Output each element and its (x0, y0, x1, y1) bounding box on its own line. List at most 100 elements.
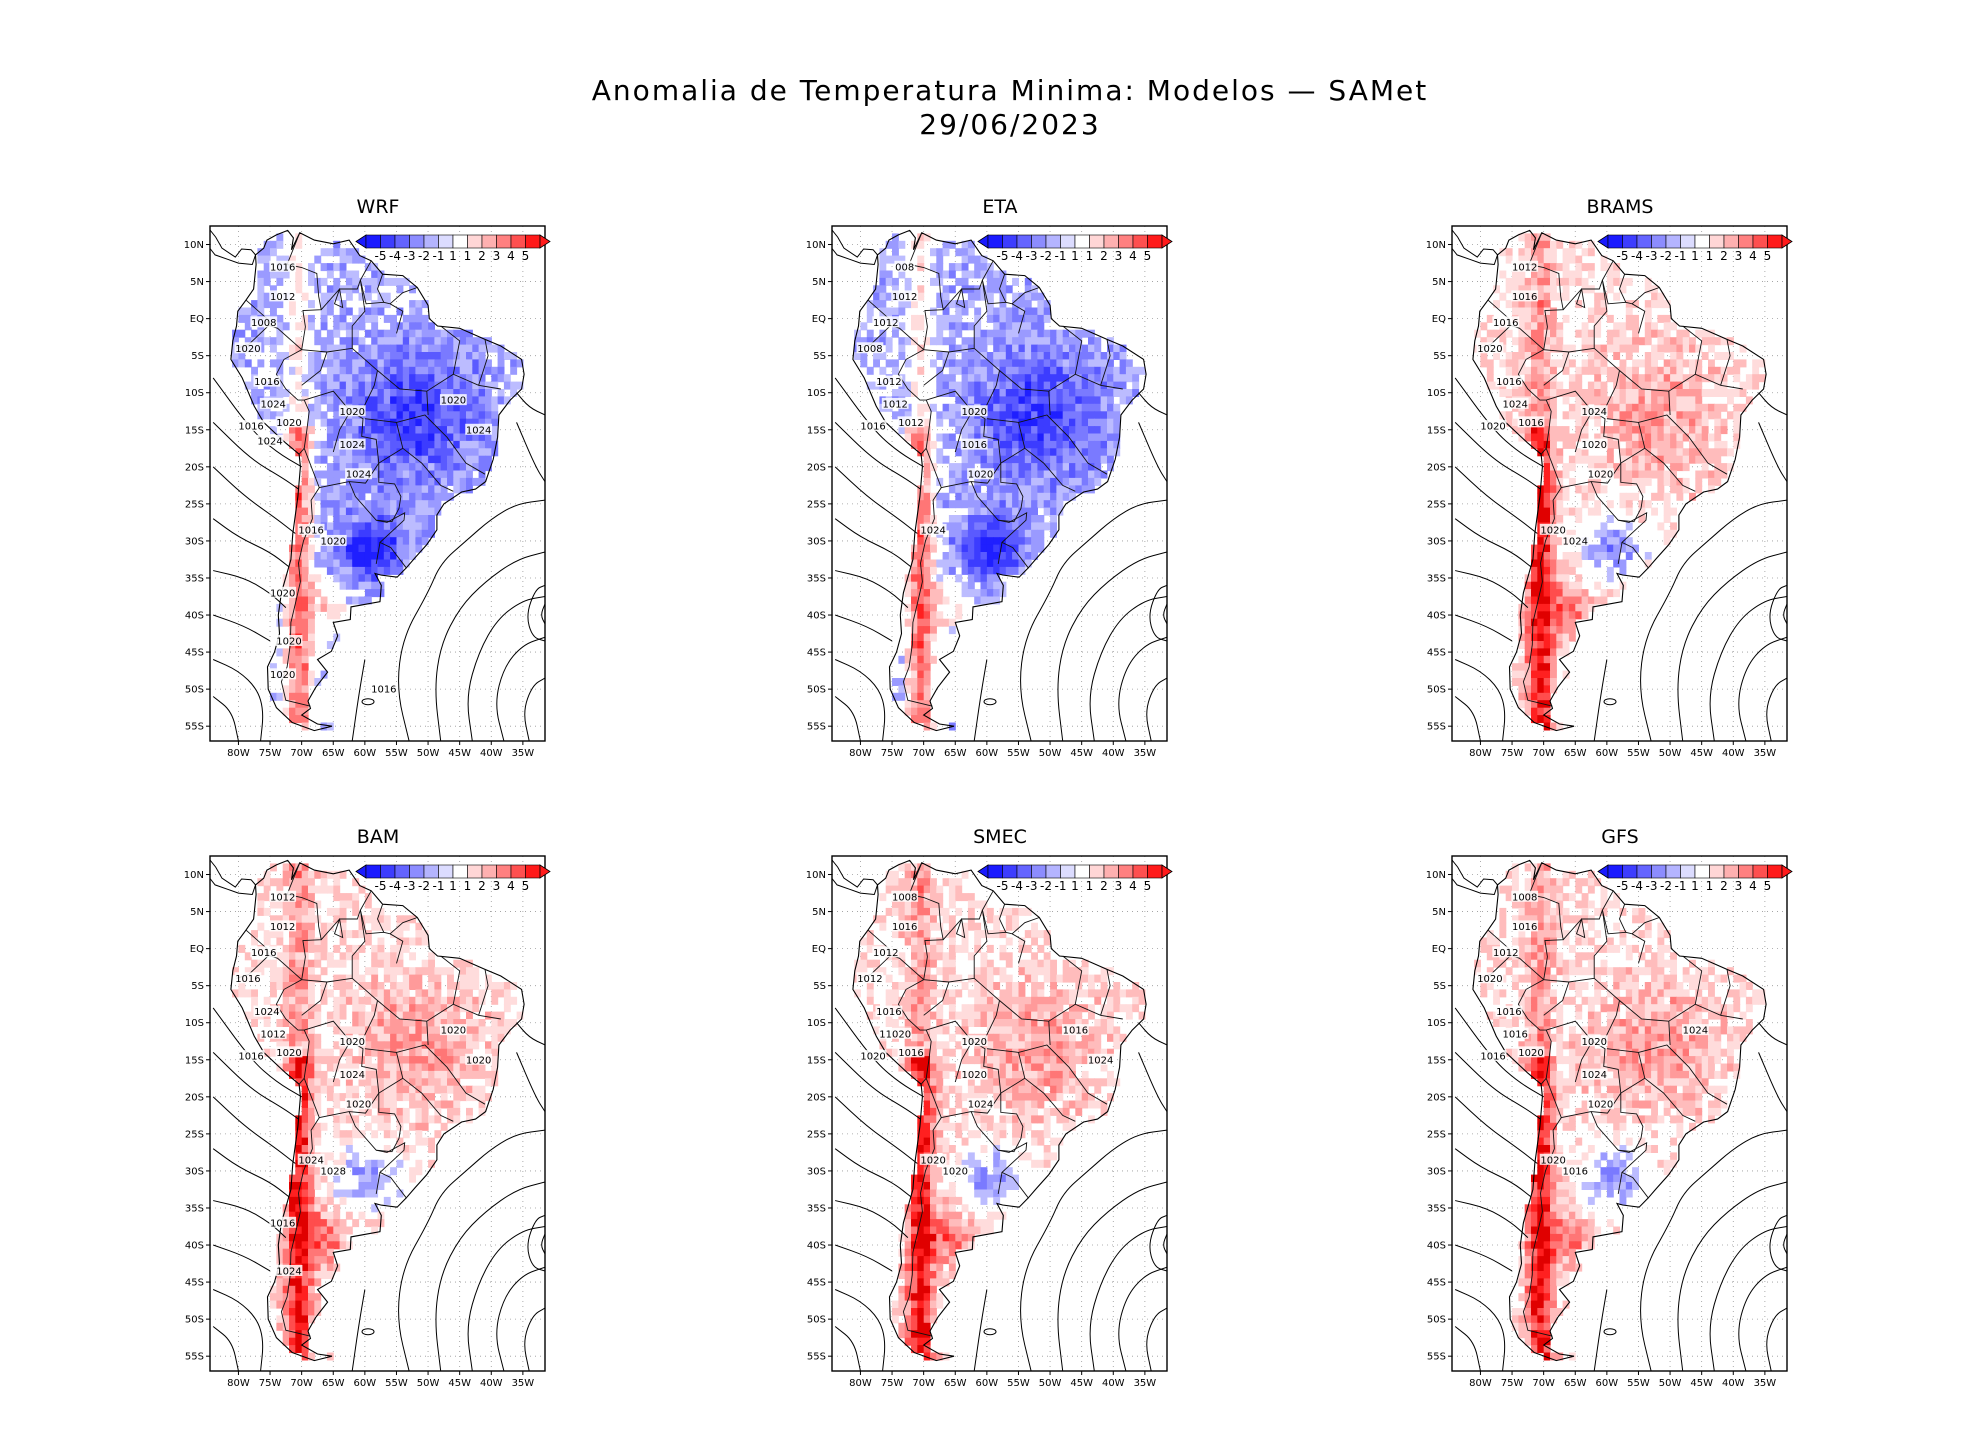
colorbar-label: -5 (1617, 879, 1629, 893)
lat-tick-label: 30S (185, 536, 204, 547)
borders (858, 862, 1123, 1337)
isobar-label: 1012 (876, 377, 901, 388)
lat-tick-label: 30S (807, 1166, 826, 1177)
isobar-label: 1020 (1588, 1100, 1613, 1111)
isobar-label: 1016 (892, 922, 917, 933)
isobar-label: 1020 (441, 1026, 466, 1037)
isobar-label: 1016 (1512, 292, 1537, 303)
colorbar-label: 1 (1706, 879, 1714, 893)
lat-tick-label: 35S (1427, 573, 1446, 584)
colorbar-label: 2 (478, 879, 486, 893)
isobar-label: 1020 (961, 1037, 986, 1048)
lat-tick-label: 5N (190, 277, 204, 288)
lat-tick-label: 55S (1427, 722, 1446, 733)
isobar-label: 1016 (1496, 1007, 1521, 1018)
lat-tick-label: EQ (190, 944, 204, 955)
panel-title: BAM (356, 826, 400, 848)
lat-tick-label: 10N (1426, 240, 1446, 251)
isobar-labels: 008 1012 1012 1008 1012 1012 1016 1012 1020 1016 1… (856, 260, 994, 536)
colorbar-label: -5 (375, 879, 387, 893)
lon-tick-label: 55W (385, 1378, 408, 1389)
lon-tick-label: 35W (512, 1378, 535, 1389)
lon-tick-label: 35W (1134, 748, 1157, 759)
lat-tick-label: 40S (1427, 1241, 1446, 1252)
lat-tick-label: 15S (807, 1055, 826, 1066)
lon-tick-label: 65W (322, 748, 345, 759)
lat-tick-label: EQ (1432, 314, 1446, 325)
falkland-islands (361, 1328, 375, 1336)
lat-tick-label: 5S (1433, 351, 1446, 362)
borders (1478, 232, 1743, 707)
lat-tick-label: 5N (1432, 277, 1446, 288)
isobar-label: 1024 (920, 525, 945, 536)
isobar-label: 1020 (1477, 344, 1502, 355)
coastline (1472, 229, 1767, 732)
lon-tick-label: 50W (417, 1378, 440, 1389)
axis-labels: 10N 5N EQ 5S 10S 15S 20S 25S 30S 35S 40S 45S 50S 55S 8… (1426, 240, 1777, 759)
colorbar: -5 -4 -3 -2 -1 1 1 2 3 4 5 (977, 864, 1173, 893)
lon-tick-label: 60W (354, 748, 377, 759)
panel-title: BRAMS (1586, 196, 1654, 218)
isobar-label: 1024 (466, 425, 491, 436)
anomaly-field (232, 863, 524, 1361)
colorbar-label: 1 (1086, 879, 1094, 893)
lat-tick-label: 10S (1427, 1018, 1446, 1029)
colorbar-label: 1 (1706, 249, 1714, 263)
isobar-label: 1016 (961, 440, 986, 451)
isobar-label: 1012 (873, 318, 898, 329)
colorbar-label: 5 (1764, 879, 1772, 893)
isobar-label: 1024 (260, 399, 285, 410)
lon-tick-label: 40W (1722, 748, 1745, 759)
lat-tick-label: 40S (1427, 611, 1446, 622)
isobar-label: 1012 (260, 1029, 285, 1040)
lon-tick-label: 35W (512, 748, 535, 759)
anomaly-field (1474, 233, 1766, 731)
lon-tick-label: 65W (322, 1378, 345, 1389)
lon-tick-label: 45W (1070, 1378, 1093, 1389)
isobar-label: 1020 (1581, 1037, 1606, 1048)
lat-tick-label: 10S (1427, 388, 1446, 399)
lat-tick-label: 10S (807, 1018, 826, 1029)
lat-tick-label: 55S (1427, 1352, 1446, 1363)
lon-tick-label: 65W (944, 748, 967, 759)
coastline (1472, 859, 1767, 1362)
lat-tick-label: 45S (807, 1278, 826, 1289)
colorbar-label: -4 (1011, 249, 1023, 263)
isobar-label: 1020 (270, 670, 295, 681)
isobar-label: 1020 (920, 1155, 945, 1166)
isobar-label: 1020 (441, 396, 466, 407)
colorbar-label: 4 (1129, 879, 1137, 893)
lon-tick-label: 55W (1627, 1378, 1650, 1389)
lat-tick-label: 20S (807, 462, 826, 473)
isobar-label: 1020 (1581, 440, 1606, 451)
panel-title: ETA (982, 196, 1018, 218)
lon-tick-label: 50W (1659, 748, 1682, 759)
isobar-label: 1020 (466, 1055, 491, 1066)
colorbar-label: 4 (1749, 879, 1757, 893)
central-america (1452, 229, 1499, 266)
lat-tick-label: 30S (1427, 536, 1446, 547)
isobar-label: 1016 (876, 1007, 901, 1018)
lon-tick-label: 45W (1690, 1378, 1713, 1389)
lon-tick-label: 70W (912, 748, 935, 759)
falkland-islands (361, 698, 375, 706)
lat-tick-label: 50S (185, 685, 204, 696)
lon-tick-label: 80W (849, 1378, 872, 1389)
lat-tick-label: 20S (1427, 1092, 1446, 1103)
isobar-label: 1016 (270, 262, 295, 273)
lat-tick-label: 45S (1427, 648, 1446, 659)
lon-tick-label: 50W (1659, 1378, 1682, 1389)
isobar-label: 1024 (298, 1155, 323, 1166)
colorbar-label: -4 (1631, 879, 1643, 893)
lon-tick-label: 75W (1501, 1378, 1524, 1389)
lon-tick-label: 70W (290, 748, 313, 759)
figure-title-line-2: 29/06/2023 (919, 108, 1101, 141)
central-america (832, 229, 879, 266)
lat-tick-label: 15S (1427, 1055, 1446, 1066)
lat-tick-label: 5N (812, 907, 826, 918)
lat-tick-label: 55S (185, 722, 204, 733)
isobar-label: 1012 (898, 418, 923, 429)
map-frame (831, 855, 1168, 1372)
isobar-label: 1008 (857, 344, 882, 355)
